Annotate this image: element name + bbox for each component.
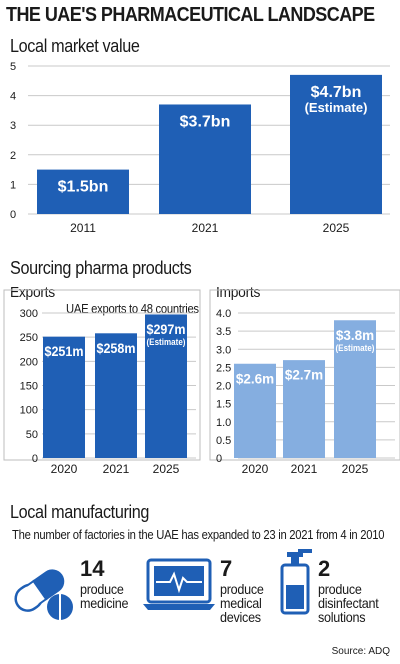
exports-category-label: 2020 xyxy=(51,462,78,476)
exports-y-tick: 0 xyxy=(32,453,38,465)
market-value-category-label: 2011 xyxy=(70,221,96,235)
market-value-y-tick: 1 xyxy=(10,179,16,191)
imports-y-tick: 1.5 xyxy=(216,399,231,411)
page-title: THE UAE'S PHARMACEUTICAL LANDSCAPE xyxy=(6,4,375,26)
market-value-y-tick: 0 xyxy=(10,209,16,221)
market-value-title: Local market value xyxy=(10,36,140,56)
market-value-bar xyxy=(290,74,382,214)
exports-y-tick: 50 xyxy=(26,429,38,441)
market-value-data-label: $4.7bn xyxy=(311,84,362,101)
imports-frame xyxy=(209,289,400,461)
market-value-data-label: $3.7bn xyxy=(180,113,231,130)
market-value-bar xyxy=(159,104,251,214)
market-value-y-tick: 4 xyxy=(10,91,16,103)
market-value-annotation: (Estimate) xyxy=(305,100,368,115)
market-value-data-label: $1.5bn xyxy=(58,179,109,196)
exports-title: Exports xyxy=(10,284,55,301)
disinfectant-count: 2 xyxy=(318,556,331,581)
imports-y-tick: 2.5 xyxy=(216,362,231,374)
imports-y-tick: 0 xyxy=(216,453,222,465)
imports-data-label: $3.8m xyxy=(336,328,374,343)
imports-data-label: $2.7m xyxy=(285,368,323,383)
imports-y-tick: 3.5 xyxy=(216,326,231,338)
devices-count: 7 xyxy=(220,556,233,581)
market-value-y-tick: 5 xyxy=(10,61,16,73)
exports-y-tick: 300 xyxy=(20,308,38,320)
exports-data-label: $251m xyxy=(45,344,84,359)
medicine-count: 14 xyxy=(80,556,105,581)
imports-bar xyxy=(334,320,376,458)
exports-frame xyxy=(3,289,201,461)
imports-bar xyxy=(234,363,276,458)
imports-data-label: $2.6m xyxy=(236,371,274,386)
exports-category-label: 2025 xyxy=(153,462,180,476)
exports-data-label: $258m xyxy=(97,341,136,356)
imports-annotation: (Estimate) xyxy=(336,343,375,353)
monitor-icon xyxy=(143,558,215,610)
market-value-y-tick: 2 xyxy=(10,150,16,162)
devices-label: produce medical devices xyxy=(220,581,264,625)
exports-data-label: $297m xyxy=(147,322,186,337)
manufacturing-subtitle: The number of factories in the UAE has e… xyxy=(12,528,385,542)
disinfectant-label: produce disinfectant solutions xyxy=(318,581,379,625)
exports-y-tick: 100 xyxy=(20,405,38,417)
manufacturing-title: Local manufacturing xyxy=(10,502,150,522)
imports-bar xyxy=(283,360,325,458)
source-note: Source: ADQ xyxy=(331,646,390,657)
imports-y-tick: 4.0 xyxy=(216,308,231,320)
imports-category-label: 2025 xyxy=(342,462,369,476)
imports-category-label: 2021 xyxy=(291,462,318,476)
imports-title: Imports xyxy=(216,284,261,301)
exports-annotation: (Estimate) xyxy=(147,337,186,347)
exports-bar xyxy=(95,333,137,458)
imports-y-tick: 1.0 xyxy=(216,417,231,429)
exports-bar xyxy=(43,336,85,458)
sourcing-title: Sourcing pharma products xyxy=(10,258,192,278)
imports-y-tick: 2.0 xyxy=(216,381,231,393)
imports-y-tick: 0.5 xyxy=(216,435,231,447)
exports-y-tick: 250 xyxy=(20,332,38,344)
exports-y-tick: 150 xyxy=(20,381,38,393)
imports-y-tick: 3.0 xyxy=(216,344,231,356)
market-value-category-label: 2021 xyxy=(192,221,219,235)
pill-icon xyxy=(14,569,73,620)
imports-category-label: 2020 xyxy=(242,462,269,476)
exports-bar xyxy=(145,314,187,458)
market-value-category-label: 2025 xyxy=(323,221,350,235)
spray-bottle-icon xyxy=(280,549,312,615)
market-value-bar xyxy=(37,169,129,214)
medicine-label: produce medicine xyxy=(80,581,129,611)
exports-category-label: 2021 xyxy=(103,462,130,476)
exports-y-tick: 200 xyxy=(20,356,38,368)
market-value-y-tick: 3 xyxy=(10,120,16,132)
